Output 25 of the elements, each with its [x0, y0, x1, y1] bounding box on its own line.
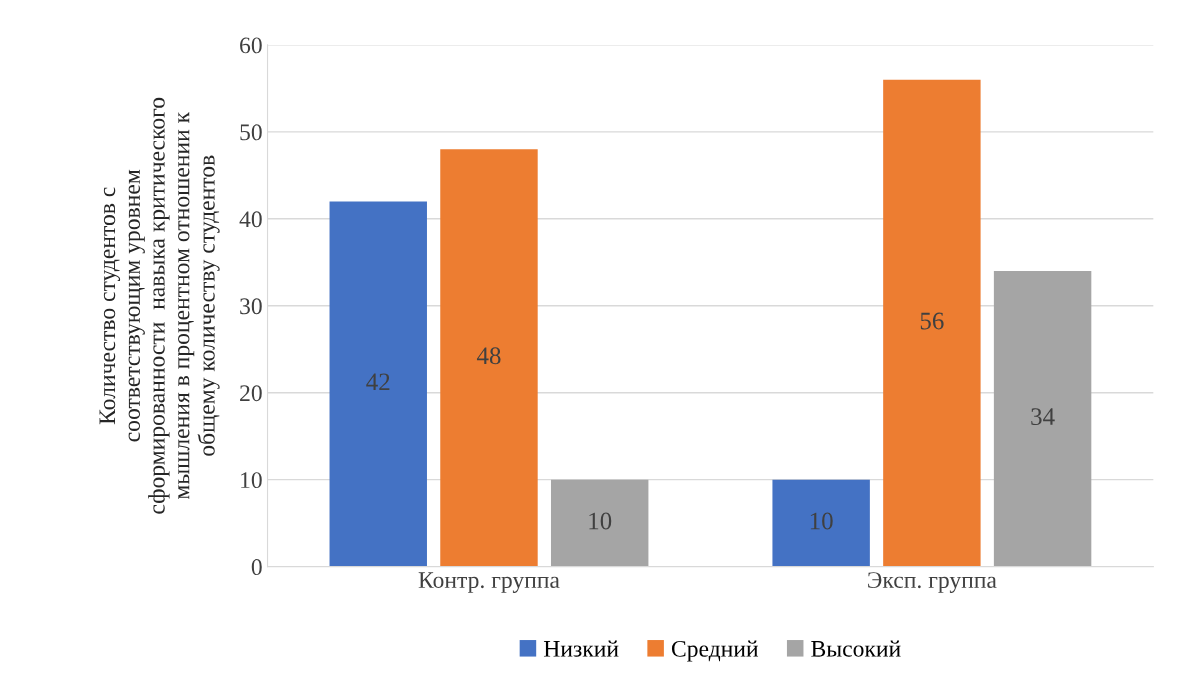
y-axis-title: Количество студентов с соответствующим уровнем сформированности навыка критического мышления в процентном отношении к общему количеству студентов: [99, 97, 220, 514]
data-label: 10: [589, 512, 612, 530]
bar: [329, 201, 427, 567]
data-label: 42: [366, 373, 390, 391]
y-tick-label: 0: [251, 559, 262, 576]
data-label: 10: [810, 512, 833, 530]
bar: [993, 270, 1092, 567]
legend-label: Низкий: [543, 640, 619, 657]
y-tick-label: 20: [240, 385, 262, 402]
bar: [883, 79, 981, 567]
y-tick-label: 10: [241, 472, 262, 489]
y-tick-label: 60: [240, 37, 262, 54]
legend-label: Средний: [671, 640, 759, 662]
y-tick-label: 40: [239, 211, 262, 228]
y-tick-label: 30: [240, 298, 262, 315]
legend-label: Высокий: [811, 640, 901, 657]
bar: [550, 479, 649, 567]
bar: [772, 479, 870, 567]
data-label: 48: [476, 347, 501, 365]
data-label: 34: [1031, 408, 1055, 426]
y-tick-label: 50: [240, 124, 262, 141]
bar: [440, 149, 538, 567]
x-tick-label: Эксп. группа: [868, 572, 997, 593]
data-label: 56: [920, 312, 944, 330]
x-tick-label: Контр. группа: [418, 572, 560, 593]
